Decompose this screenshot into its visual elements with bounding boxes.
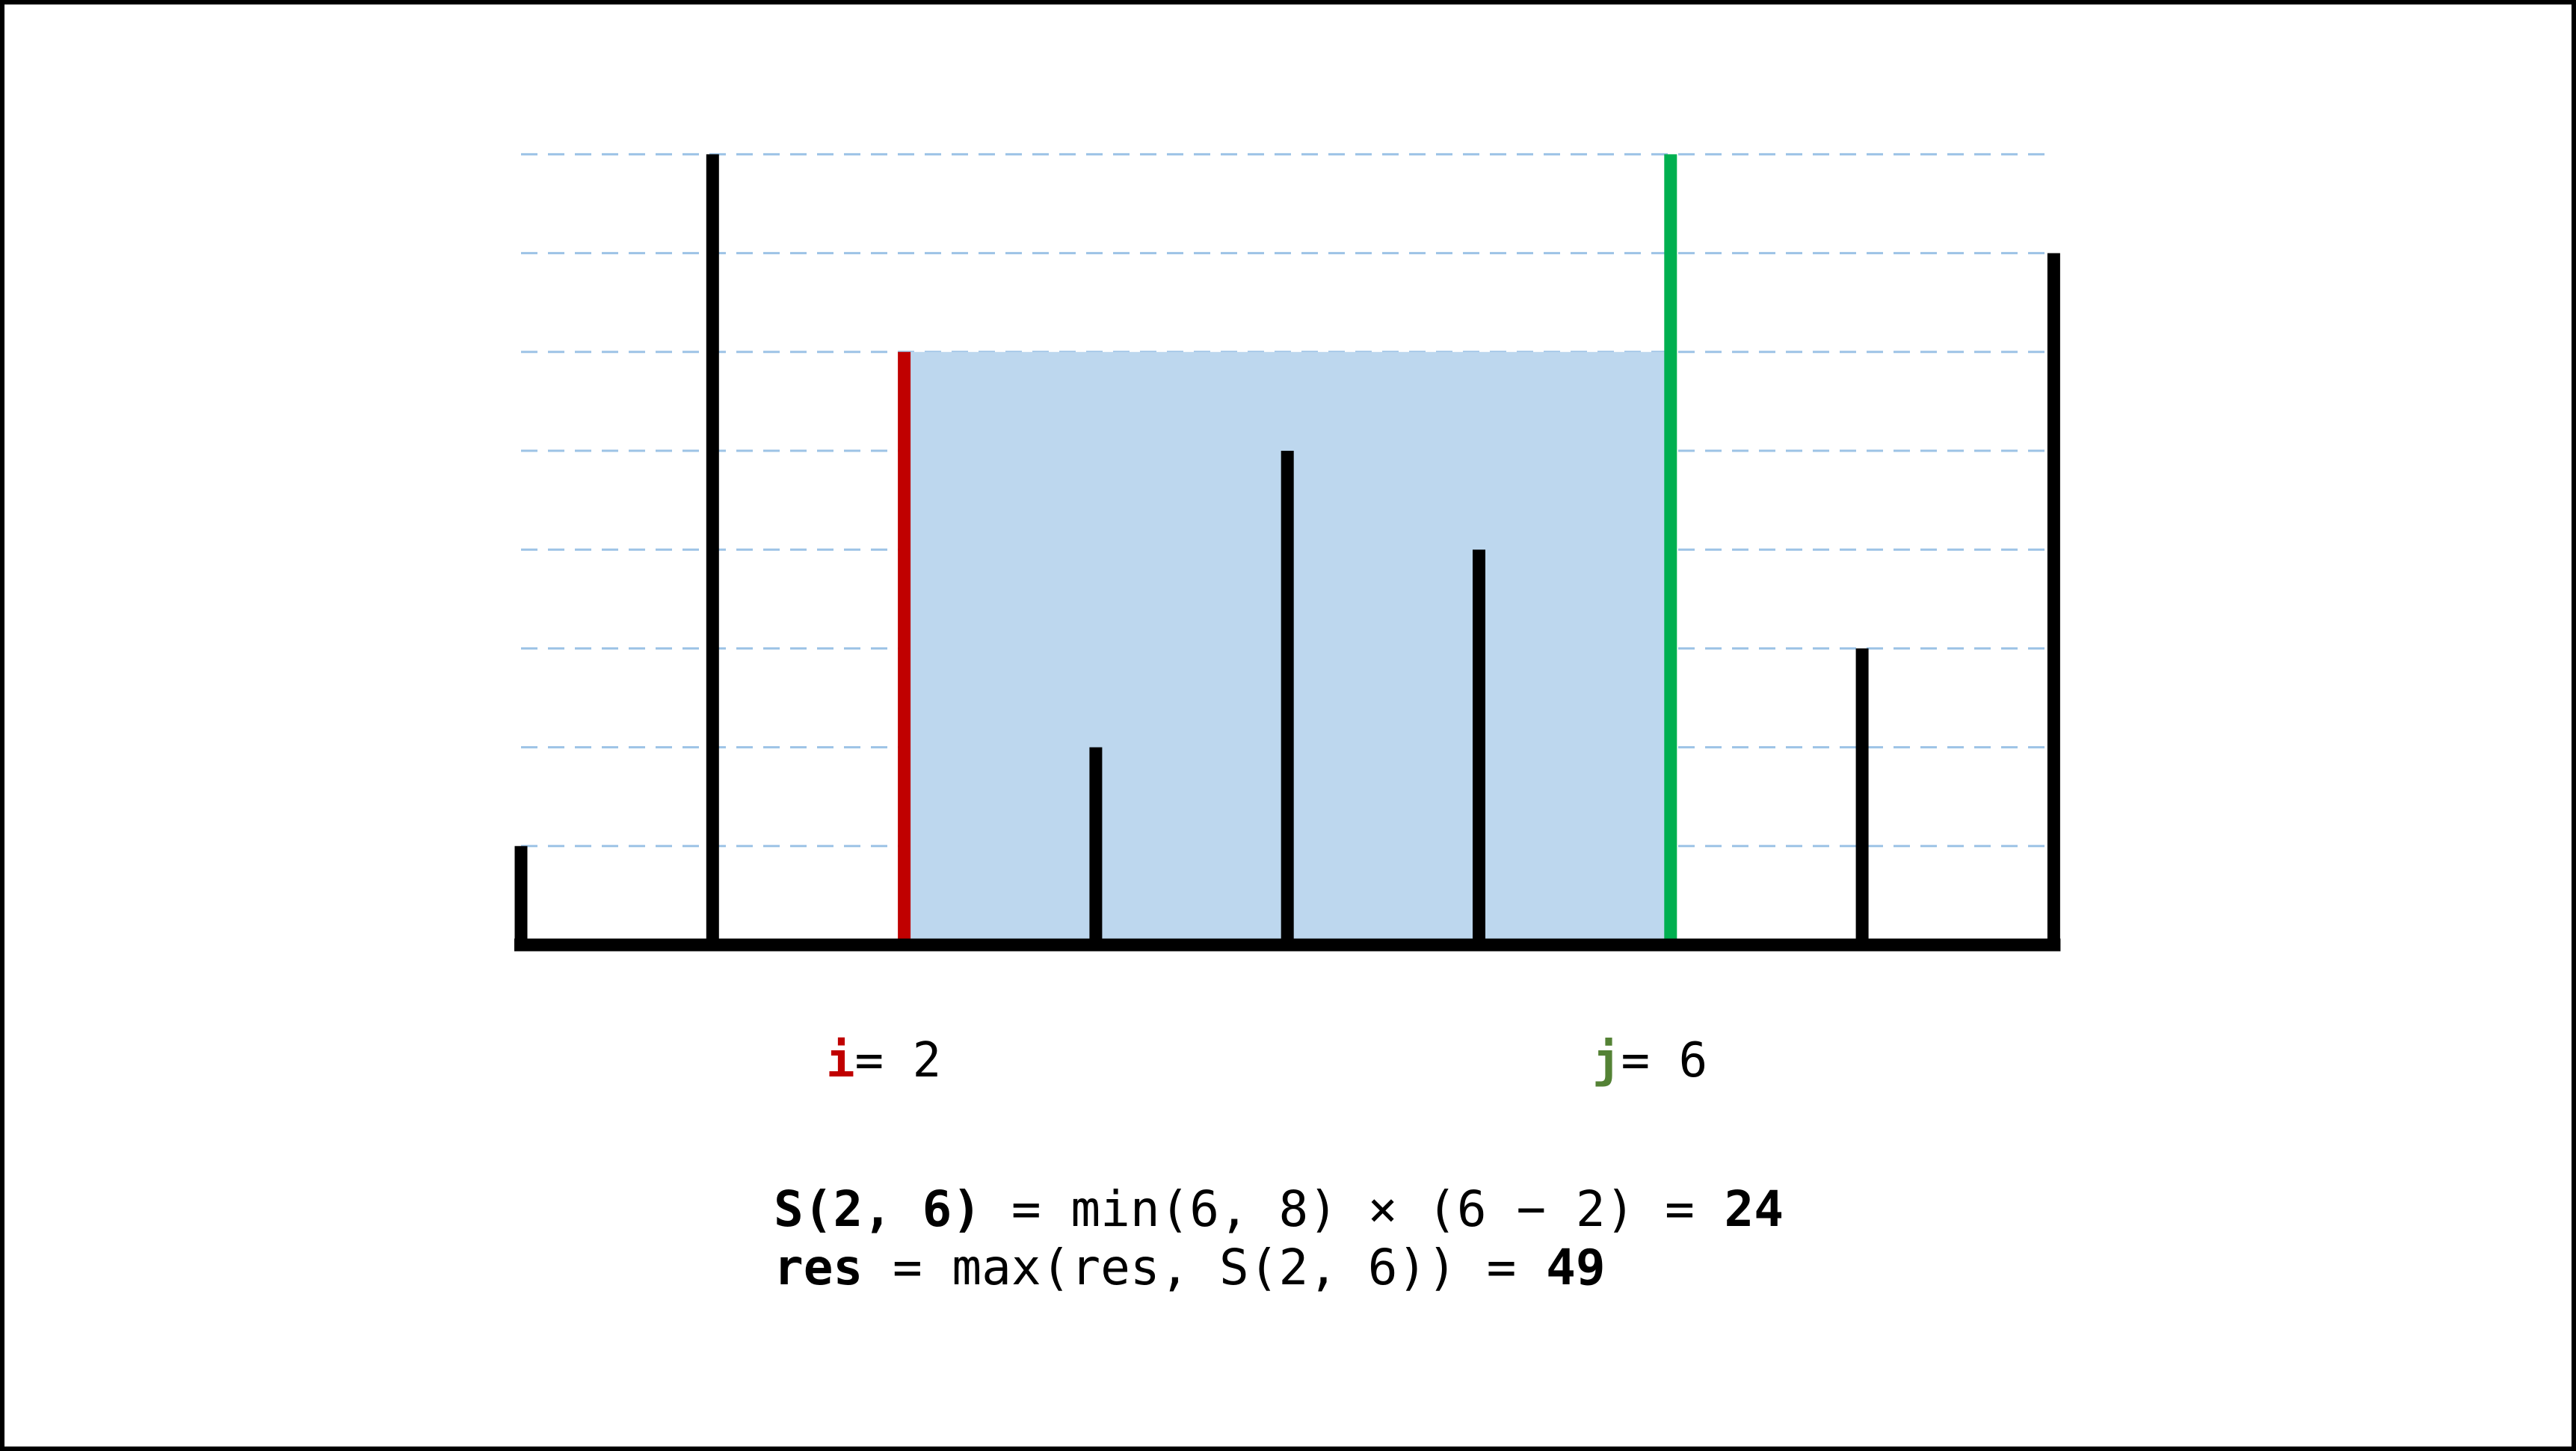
pointer-value: = 6 [1621,1033,1708,1088]
formula-part: = min(6, 8) × (6 − 2) = [982,1180,1724,1238]
labels: i= 2 j= 6 S(2, 6) = min(6, 8) × (6 − 2) = … [774,1033,1784,1296]
bars [514,154,2061,952]
formula-part: res [774,1239,863,1296]
formula-line: S(2, 6) = min(6, 8) × (6 − 2) = 24 [774,1180,1784,1238]
pointer-name: j [1592,1033,1621,1088]
pointer-name: i [826,1033,855,1088]
pointer-label: i= 2 [826,1033,941,1088]
formula-part: 49 [1546,1239,1605,1296]
formula-part: 24 [1725,1180,1784,1238]
formula-part: = max(res, S(2, 6)) = [863,1239,1546,1296]
pointer-value: = 2 [855,1033,942,1088]
pointer-label: j= 6 [1592,1033,1707,1088]
formula-part: S(2, 6) [774,1180,982,1238]
formula-line: res = max(res, S(2, 6)) = 49 [774,1239,1606,1296]
